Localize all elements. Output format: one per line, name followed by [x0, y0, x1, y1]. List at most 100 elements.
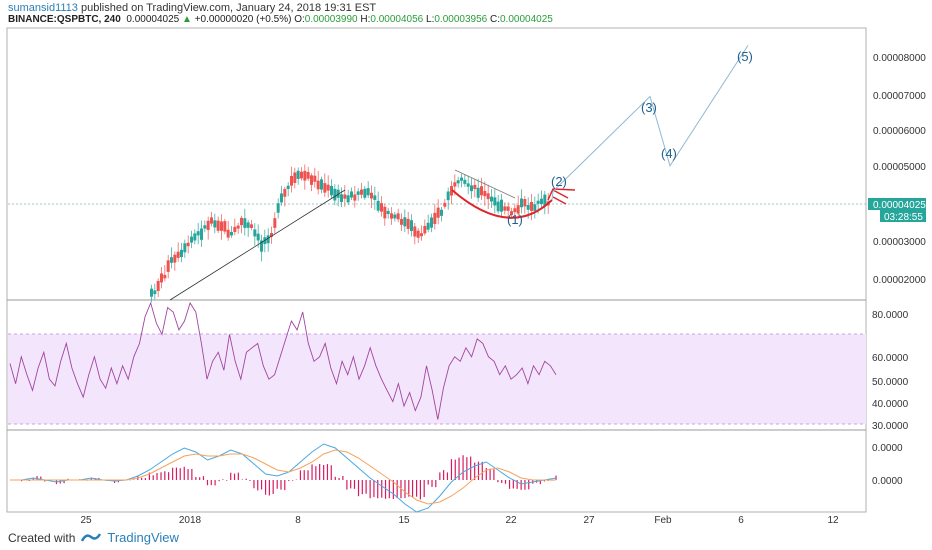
candle: [196, 231, 200, 236]
candle: [306, 172, 310, 179]
candle: [423, 225, 427, 234]
rsi-line: [9, 301, 557, 420]
created-with-text: Created with: [8, 530, 76, 545]
candle: [500, 199, 503, 212]
countdown-text: 03:28:55: [884, 212, 923, 223]
candle: [226, 229, 230, 238]
candle: [363, 188, 367, 198]
candle: [260, 240, 263, 252]
candle: [230, 231, 233, 236]
candle: [463, 179, 467, 184]
candle: [470, 185, 473, 192]
candle: [303, 170, 307, 181]
rsi-band: [8, 334, 866, 424]
rsi-tick: 80.0000: [872, 310, 909, 321]
candle: [380, 203, 383, 212]
candle: [176, 251, 180, 258]
candle: [400, 218, 403, 225]
candle: [543, 194, 547, 206]
candle: [223, 221, 227, 232]
candle: [236, 225, 240, 229]
price-tick: 0.00005000: [873, 162, 926, 173]
footer: Created with TradingView: [8, 530, 179, 545]
candle: [340, 194, 343, 203]
rsi-tick: 60.0000: [872, 353, 909, 364]
open-label: O:: [294, 14, 305, 25]
candle: [280, 193, 283, 203]
candle: [170, 257, 173, 263]
time-tick: 22: [505, 515, 517, 526]
candle: [353, 194, 357, 201]
candle: [526, 205, 530, 210]
candle: [376, 200, 380, 211]
open-value: 0.00003990: [304, 14, 358, 25]
chart-frame: [6, 27, 867, 513]
candle: [350, 191, 353, 198]
price-tick: 0.00002000: [873, 275, 926, 286]
support-trendline: [169, 189, 346, 301]
candle: [443, 202, 447, 207]
signal-line: [10, 449, 556, 505]
published-text: published on TradingView.com, January 24…: [77, 2, 377, 14]
candle: [473, 184, 477, 190]
tradingview-brand[interactable]: TradingView: [107, 530, 179, 545]
current-price-tag: [868, 198, 926, 210]
candle: [496, 201, 500, 212]
rsi-axis: 80.0000 60.0000 50.0000 40.0000 30.0000: [872, 310, 909, 432]
current-price-text: 0.00004025: [873, 200, 926, 211]
macd-axis: 0.0000 0.0000: [872, 443, 903, 487]
high-label: H:: [360, 14, 371, 25]
candle: [213, 220, 217, 228]
time-tick: 25: [80, 515, 92, 526]
candle: [156, 280, 160, 291]
price-tick: 0.00003000: [873, 237, 926, 248]
rounding-bottom-curve: [451, 189, 553, 219]
wave-labels: (1) (2) (3) (4) (5): [507, 49, 753, 227]
candle: [493, 197, 497, 206]
author-link[interactable]: sumansid1113: [8, 2, 78, 14]
wave-label-2: (2): [551, 174, 567, 189]
candle: [323, 183, 327, 193]
candle: [253, 229, 257, 237]
candle: [506, 206, 510, 211]
candle: [206, 220, 210, 231]
candle: [346, 195, 350, 203]
handle-marker: [552, 189, 569, 205]
close-value: 0.00004025: [500, 14, 553, 25]
candle: [420, 233, 423, 237]
symbol-line: BINANCE:QSPBTC, 240 0.00004025 ▲ +0.0000…: [8, 14, 553, 25]
candle: [163, 274, 167, 279]
candle: [416, 230, 420, 238]
publish-header: sumansid1113 published on TradingView.co…: [8, 2, 376, 14]
high-value: 0.00004056: [370, 14, 424, 25]
macd-tick: 0.0000: [872, 443, 903, 454]
candle: [326, 184, 330, 191]
price-tick: 0.00007000: [873, 91, 926, 102]
candle: [316, 180, 320, 190]
channel-trendline: [454, 169, 516, 199]
price-tick: 0.00008000: [873, 53, 926, 64]
candle: [536, 200, 540, 204]
candle: [216, 220, 220, 231]
candle: [366, 188, 370, 196]
candle: [173, 254, 177, 263]
wave-label-1: (1): [507, 212, 523, 227]
time-tick: 15: [398, 515, 410, 526]
candle: [313, 175, 317, 182]
candle: [520, 198, 523, 208]
candle: [390, 213, 393, 219]
candle: [510, 211, 513, 216]
price-tick: 0.00006000: [873, 126, 926, 137]
candle: [240, 217, 243, 226]
candle: [266, 235, 270, 244]
candle: [220, 221, 223, 231]
wave-label-5: (5): [737, 49, 753, 64]
candle: [413, 226, 417, 237]
candle: [166, 260, 170, 272]
breakout-marker: [547, 188, 576, 201]
candle: [320, 179, 323, 190]
candle: [433, 212, 437, 225]
candle: [490, 196, 493, 202]
time-tick: 8: [295, 515, 301, 526]
